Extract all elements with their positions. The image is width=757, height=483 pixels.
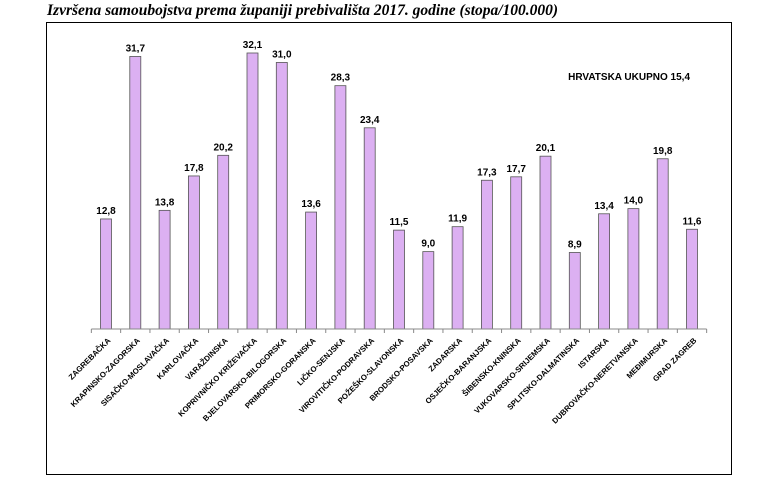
- value-label: 13,8: [155, 197, 175, 208]
- bar: [422, 251, 435, 330]
- bar: [627, 208, 640, 330]
- bar: [334, 85, 347, 330]
- value-labels-layer: 12,8 31,7 13,8 17,8 20,2 32,1 31,0 13,6 28,3 23,4…: [96, 40, 702, 250]
- value-label: 20,2: [213, 142, 233, 153]
- bar-chart: 12,8 31,7 13,8 17,8 20,2 32,1 31,0 13,6 28,3 23,4…: [67, 40, 708, 426]
- value-label: 32,1: [243, 40, 263, 51]
- bar: [305, 211, 318, 330]
- value-label: 9,0: [421, 239, 435, 250]
- value-label: 17,8: [184, 163, 204, 174]
- value-label: 31,0: [272, 49, 292, 60]
- value-label: 28,3: [331, 73, 351, 84]
- value-label: 8,9: [568, 239, 582, 250]
- page-title: Izvršena samoubojstva prema županiji pre…: [47, 2, 559, 19]
- bar: [656, 158, 669, 330]
- bars-layer: [100, 52, 698, 330]
- value-label: 11,6: [683, 216, 702, 227]
- value-label: 12,8: [96, 206, 116, 217]
- category-labels-layer: ZAGREBAČKAKRAPINSKO-ZAGORSKASISAČKO-MOSL…: [67, 336, 699, 426]
- x-ticks-layer: [90, 329, 708, 333]
- value-label: 14,0: [624, 196, 644, 207]
- bar: [363, 127, 376, 330]
- bar: [129, 56, 142, 330]
- chart-frame: 12,8 31,7 13,8 17,8 20,2 32,1 31,0 13,6 28,3 23,4…: [46, 22, 732, 475]
- value-label: 11,9: [448, 214, 467, 225]
- bar: [393, 229, 405, 330]
- value-label: 31,7: [126, 43, 146, 54]
- bar: [246, 52, 259, 330]
- value-label: 11,5: [390, 217, 409, 228]
- value-label: 19,8: [653, 146, 673, 157]
- bar: [598, 213, 610, 330]
- bar: [510, 176, 523, 330]
- value-label: 17,7: [506, 164, 526, 175]
- bar: [217, 154, 230, 330]
- total-annotation: HRVATSKA UKUPNO 15,4: [568, 72, 690, 83]
- bar: [539, 155, 552, 330]
- bar: [568, 252, 581, 330]
- bar: [187, 175, 200, 330]
- bar: [686, 228, 698, 330]
- value-label: 23,4: [360, 115, 380, 126]
- bar: [158, 209, 171, 330]
- bar: [275, 62, 288, 330]
- value-label: 13,6: [301, 199, 321, 210]
- value-label: 17,3: [477, 167, 497, 178]
- bar: [480, 179, 493, 330]
- bar: [100, 218, 112, 330]
- bar: [451, 226, 464, 330]
- value-label: 20,1: [536, 143, 556, 154]
- value-label: 13,4: [594, 201, 614, 212]
